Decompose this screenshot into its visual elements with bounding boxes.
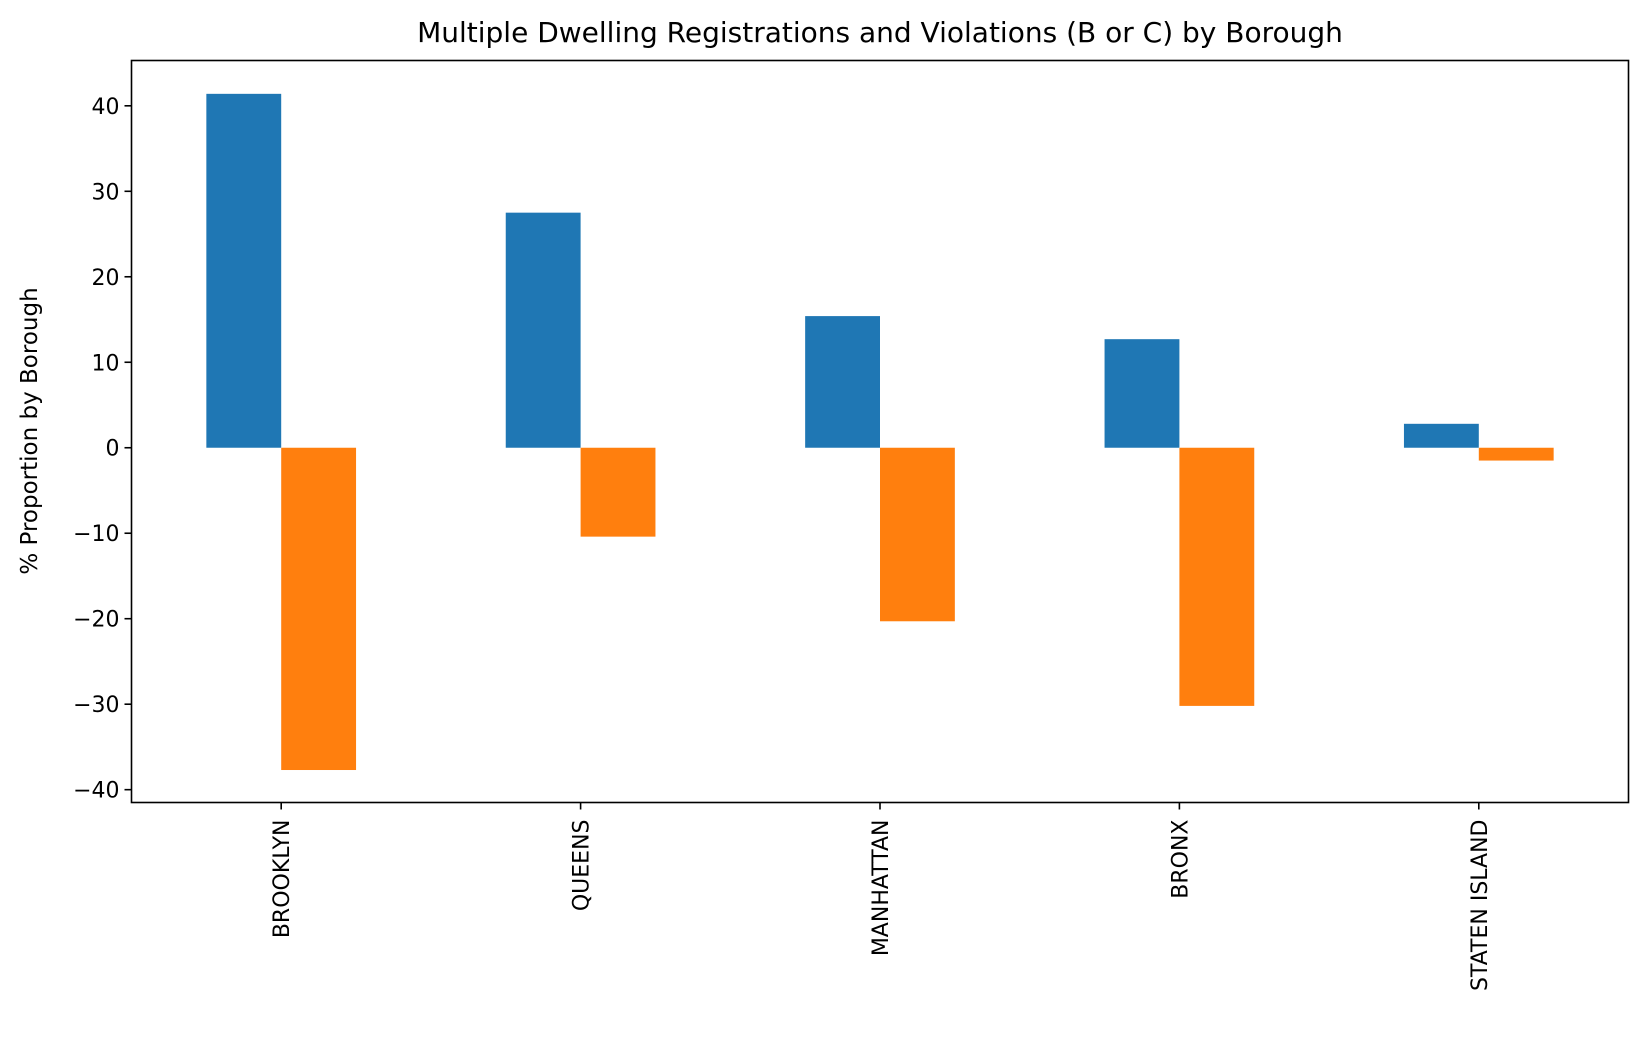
- x-axis-ticks: BROOKLYN QUEENS MANHATTAN BRONX STATEN ISLAN…: [270, 802, 1493, 992]
- y-axis-ticks: 40 30 20 10 0 −10 −20 −30 −40: [73, 95, 132, 804]
- x-tick-label: QUEENS: [570, 820, 595, 912]
- plot-area-frame: [130, 59, 1630, 804]
- bars-layer: [206, 93, 1554, 771]
- x-tick-label: BROOKLYN: [270, 820, 295, 939]
- bar-brooklyn-series-1: [206, 93, 282, 448]
- x-tick-label: BRONX: [1168, 820, 1193, 899]
- bar-bronx-series-1: [1104, 339, 1180, 448]
- bar-manhattan-series-2: [880, 447, 955, 622]
- y-tick-label: 10: [92, 351, 120, 376]
- y-tick-label: −30: [73, 693, 119, 718]
- bar-bronx-series-2: [1179, 447, 1255, 706]
- bar-brooklyn-series-2: [281, 447, 357, 771]
- x-tick-label: STATEN ISLAND: [1468, 820, 1493, 992]
- bar-queens-series-2: [580, 447, 656, 537]
- y-tick-label: 40: [92, 95, 120, 120]
- y-tick-label: 20: [92, 266, 120, 291]
- y-tick-label: 0: [106, 437, 120, 462]
- bar-staten-island-series-2: [1478, 447, 1554, 461]
- y-tick-label: −40: [73, 779, 119, 804]
- y-tick-label: −10: [73, 522, 119, 547]
- bar-manhattan-series-1: [805, 316, 880, 448]
- y-tick-label: −20: [73, 608, 119, 633]
- y-tick-label: 30: [92, 180, 120, 205]
- bar-staten-island-series-1: [1403, 423, 1479, 448]
- y-axis-label: % Proportion by Borough: [17, 287, 43, 574]
- bar-queens-series-1: [505, 212, 581, 448]
- chart-title: Multiple Dwelling Registrations and Viol…: [417, 16, 1343, 49]
- x-tick-label: MANHATTAN: [869, 820, 894, 957]
